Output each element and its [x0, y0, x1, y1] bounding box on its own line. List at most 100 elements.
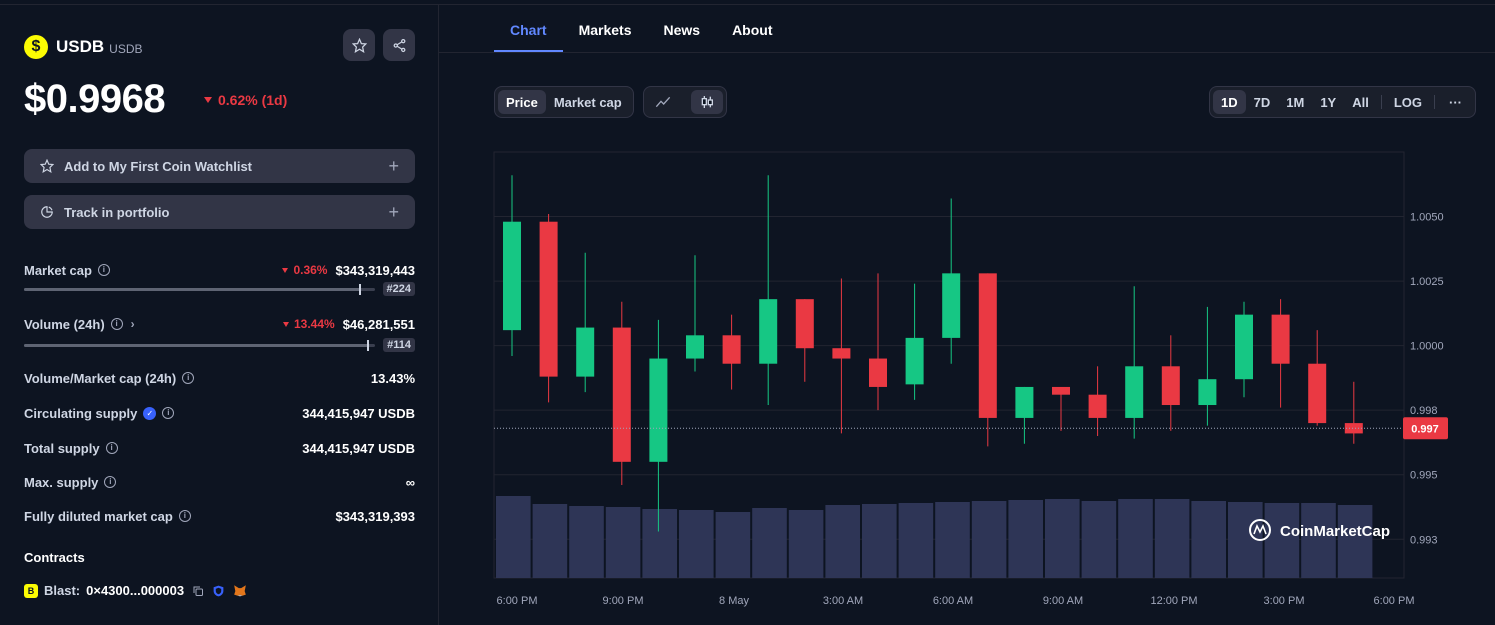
stat-volume-market-cap: Volume/Market cap (24h) i 13.43%	[24, 368, 415, 388]
info-icon[interactable]: i	[178, 510, 191, 522]
coin-price: $0.9968	[24, 77, 166, 121]
shield-icon[interactable]	[212, 584, 225, 598]
stat-value: $343,319,443	[335, 262, 415, 278]
metamask-fox-icon[interactable]	[233, 584, 247, 597]
tabs-divider	[439, 52, 1495, 53]
candle-body	[1015, 386, 1034, 418]
info-icon[interactable]: i	[105, 442, 118, 454]
market-cap-range-bar: #224	[24, 281, 415, 297]
volume-bar	[1301, 503, 1336, 578]
pie-chart-icon	[41, 206, 53, 218]
stat-market-cap: Market cap i 0.36% $343,319,443	[24, 260, 415, 280]
price-toggle-button[interactable]: Price	[498, 90, 546, 114]
range-fill	[24, 343, 369, 347]
volume-bar	[1337, 505, 1373, 578]
range-track	[24, 339, 376, 351]
share-icon	[393, 38, 405, 52]
volume-bar	[679, 510, 714, 578]
range-all-button[interactable]: All	[1352, 94, 1369, 110]
x-tick-label: 6:00 PM	[497, 595, 538, 607]
cmc-logo-mark	[1253, 524, 1267, 535]
candle-body	[649, 358, 668, 462]
range-1d-button[interactable]: 1D	[1213, 90, 1246, 114]
contract-address[interactable]: 0×4300...000003	[86, 583, 185, 598]
time-range-toggle: 1D 7D 1M 1Y All LOG ···	[1209, 86, 1477, 118]
info-icon[interactable]: i	[110, 318, 123, 330]
contract-row: B Blast: 0×4300...000003	[24, 583, 247, 598]
coin-logo-icon: $	[24, 35, 48, 59]
coin-symbol: USDB	[109, 41, 143, 56]
toolbar-divider	[1380, 95, 1382, 109]
volume-bar	[1264, 503, 1300, 578]
candle-body	[978, 273, 997, 418]
stat-volume: Volume (24h) i › 13.44% $46,281,551	[24, 314, 415, 334]
candlestick-chart-button[interactable]	[691, 90, 723, 114]
tab-news[interactable]: News	[663, 22, 701, 38]
share-button[interactable]	[383, 29, 415, 61]
rank-badge: #114	[383, 338, 415, 352]
range-1y-button[interactable]: 1Y	[1320, 94, 1337, 110]
stat-change: 13.44%	[283, 317, 335, 331]
candle-body	[1161, 366, 1180, 406]
line-chart-button[interactable]	[647, 90, 679, 114]
candle-body	[1088, 394, 1107, 418]
caret-down-icon	[283, 321, 289, 327]
range-marker	[359, 283, 362, 295]
chart-metric-toggle: Price Market cap	[494, 86, 634, 118]
volume-bar	[496, 496, 531, 578]
track-portfolio-button[interactable]: Track in portfolio +	[24, 195, 415, 229]
x-tick-label: 12:00 PM	[1150, 595, 1197, 607]
x-tick-label: 8 May	[719, 595, 749, 607]
stat-label: Fully diluted market cap i	[24, 509, 191, 524]
range-7d-button[interactable]: 7D	[1253, 94, 1271, 110]
volume-bar	[971, 501, 1007, 578]
x-tick-label: 6:00 AM	[933, 595, 973, 607]
coin-name: USDB	[56, 37, 105, 56]
add-to-watchlist-button[interactable]: Add to My First Coin Watchlist +	[24, 149, 415, 183]
market-cap-toggle-button[interactable]: Market cap	[553, 94, 622, 110]
copy-icon[interactable]	[192, 585, 204, 597]
stat-value: 344,415,947 USDB	[302, 405, 415, 421]
current-price-tag	[1403, 417, 1448, 440]
volume-bar	[715, 512, 751, 578]
range-1m-button[interactable]: 1M	[1286, 94, 1305, 110]
chevron-right-icon[interactable]: ›	[130, 317, 135, 331]
volume-range-bar: #114	[24, 337, 415, 353]
y-tick-label: 1.0000	[1410, 341, 1444, 353]
y-tick-label: 1.0050	[1410, 212, 1444, 224]
toolbar-divider	[1434, 95, 1436, 109]
info-icon[interactable]: i	[104, 476, 117, 488]
candle-body	[1235, 314, 1253, 380]
star-icon	[40, 159, 54, 173]
candle-body	[1308, 363, 1327, 424]
info-icon[interactable]: i	[162, 407, 175, 419]
coin-header: $ USDB USDB	[24, 35, 143, 59]
y-tick-label: 1.0025	[1410, 276, 1444, 288]
tab-about[interactable]: About	[732, 22, 773, 38]
stat-total-supply: Total supply i 344,415,947 USDB	[24, 438, 415, 458]
tab-markets[interactable]: Markets	[578, 22, 632, 38]
volume-bar	[1045, 499, 1080, 578]
more-options-button[interactable]: ···	[1449, 94, 1463, 110]
top-divider	[0, 4, 1495, 5]
info-icon[interactable]: i	[97, 264, 110, 276]
rank-badge: #224	[382, 282, 415, 296]
stat-change: 0.36%	[282, 263, 327, 277]
stat-label: Circulating supply ✓ i	[24, 406, 175, 421]
tab-chart[interactable]: Chart	[494, 22, 563, 52]
stat-circulating-supply: Circulating supply ✓ i 344,415,947 USDB	[24, 403, 415, 423]
log-scale-button[interactable]: LOG	[1393, 94, 1423, 110]
caret-down-icon	[204, 97, 212, 103]
watchlist-star-button[interactable]	[343, 29, 375, 61]
price-change-value: 0.62% (1d)	[218, 92, 288, 108]
candle-body	[1052, 386, 1070, 395]
caret-down-icon	[282, 267, 289, 273]
coin-tabs: Chart Markets News About	[494, 22, 789, 52]
contract-chain: Blast:	[44, 583, 81, 598]
info-icon[interactable]: i	[182, 372, 195, 384]
range-marker	[367, 339, 370, 351]
candle-body	[576, 327, 595, 377]
price-change-24h: 0.62% (1d)	[204, 92, 287, 108]
candle-body	[1271, 314, 1290, 364]
